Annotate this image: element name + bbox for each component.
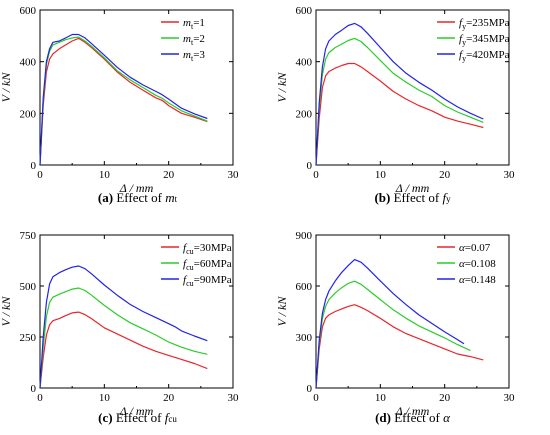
series-line-1 (315, 304, 484, 389)
x-tick-label: 10 (99, 392, 111, 404)
y-tick-label: 0 (31, 160, 37, 172)
y-tick-label: 250 (20, 332, 37, 344)
y-axis-label: V / kN (0, 296, 13, 327)
legend-label-3: fy=420MPa (459, 49, 510, 63)
y-tick-label: 600 (296, 5, 313, 17)
caption-a-var: m (165, 190, 175, 205)
legend-label-3: fcu=90MPa (183, 274, 232, 288)
series-line-3 (315, 259, 465, 389)
y-tick-label: 300 (296, 332, 313, 344)
x-axis-label: Δ / mm (395, 181, 430, 195)
y-tick-label: 400 (20, 57, 37, 69)
chart-b: 0 10 20 30 0 200 400 600 Δ / mm V / kN fy=235MPa fy… (275, 5, 515, 195)
series-line-2 (315, 280, 471, 389)
x-axis-label: Δ / mm (119, 404, 154, 418)
x-tick-label: 0 (37, 169, 43, 181)
x-tick-label: 0 (37, 392, 43, 404)
caption-a-sub: t (174, 194, 178, 204)
series-line-2 (39, 287, 208, 389)
legend-label-1: α=0.07 (459, 242, 491, 254)
x-tick-label: 20 (163, 169, 175, 181)
y-tick-label: 0 (307, 383, 313, 395)
y-axis-label: V / kN (0, 72, 13, 103)
caption-c-var: f (164, 410, 169, 425)
caption-d-text: Effect of (394, 410, 444, 425)
series-line-3 (39, 33, 208, 166)
caption-d-letter: (d) (375, 410, 391, 425)
y-tick-label: 600 (20, 5, 37, 17)
x-tick-label: 30 (504, 169, 516, 181)
x-tick-label: 30 (228, 392, 240, 404)
caption-c-sub: cu (168, 414, 177, 424)
series-line-2 (39, 36, 208, 166)
y-axis-label: V / kN (275, 296, 289, 327)
x-tick-label: 20 (439, 169, 451, 181)
x-tick-label: 0 (313, 392, 319, 404)
legend-label-2: fcu=60MPa (183, 258, 232, 272)
caption-a-text: Effect of (116, 190, 166, 205)
legend-label-1: mt=1 (183, 17, 205, 31)
caption-c-letter: (c) (98, 410, 113, 425)
caption-b-letter: (b) (374, 190, 391, 205)
caption-a-letter: (a) (97, 190, 114, 205)
x-tick-label: 20 (439, 392, 451, 404)
x-tick-label: 30 (228, 169, 240, 181)
chart-c: 0 10 20 30 0 250 500 750 Δ / mm V / kN fcu=30MPa fc… (0, 230, 239, 418)
legend-label-2: fy=345MPa (459, 33, 510, 47)
caption-d: (d) Effect of α (275, 410, 550, 426)
caption-b-sub: y (446, 194, 451, 204)
y-tick-label: 750 (20, 230, 37, 242)
chart-a: 0 10 20 30 0 200 400 600 Δ / mm V / kN mt=1 mt=2 mt=… (0, 5, 239, 195)
series-line-1 (39, 311, 208, 389)
y-tick-label: 400 (296, 57, 313, 69)
series-line-1 (315, 62, 484, 166)
legend-label-1: fy=235MPa (459, 17, 510, 31)
y-tick-label: 900 (296, 230, 313, 242)
x-tick-label: 30 (504, 392, 516, 404)
caption-d-var: α (443, 410, 450, 425)
x-tick-label: 20 (163, 392, 175, 404)
x-tick-label: 10 (375, 169, 387, 181)
caption-b-text: Effect of (393, 190, 443, 205)
legend-label-2: mt=2 (183, 33, 205, 47)
y-tick-label: 200 (296, 108, 313, 120)
caption-a: (a) Effect of mt (0, 190, 275, 206)
series-line-3 (315, 22, 484, 166)
x-axis-label: Δ / mm (119, 181, 154, 195)
legend-label-3: mt=3 (183, 49, 205, 63)
y-tick-label: 200 (20, 108, 37, 120)
x-axis-label: Δ / mm (395, 404, 430, 418)
x-tick-label: 0 (313, 169, 319, 181)
y-axis-label: V / kN (275, 72, 289, 103)
caption-c-text: Effect of (115, 410, 165, 425)
y-tick-label: 600 (296, 281, 313, 293)
x-tick-label: 10 (99, 169, 111, 181)
caption-b-var: f (442, 190, 447, 205)
series-line-3 (39, 265, 208, 389)
y-tick-label: 0 (307, 160, 313, 172)
legend-label-2: α=0.108 (459, 258, 496, 270)
caption-c: (c) Effect of fcu (0, 410, 275, 426)
caption-b: (b) Effect of fy (275, 190, 550, 206)
y-tick-label: 500 (20, 281, 37, 293)
series-line-2 (315, 37, 484, 166)
legend-label-3: α=0.148 (459, 274, 496, 286)
y-tick-label: 0 (31, 383, 37, 395)
x-tick-label: 10 (375, 392, 387, 404)
legend-label-1: fcu=30MPa (183, 242, 232, 256)
series-line-1 (39, 37, 208, 166)
